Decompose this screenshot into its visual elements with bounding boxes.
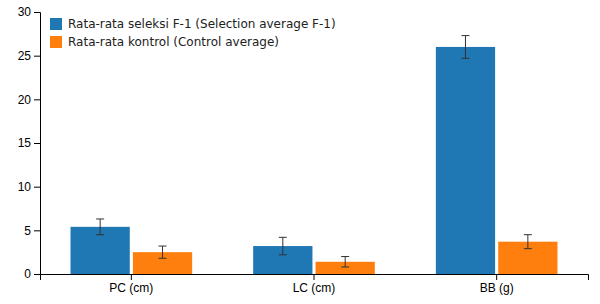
y-tick-mark	[34, 230, 40, 231]
y-tick-label: 0	[24, 267, 31, 281]
y-tick-label: 25	[18, 49, 32, 63]
y-tick-mark	[34, 99, 40, 100]
x-axis-line	[41, 275, 589, 281]
legend-swatch	[50, 18, 62, 30]
x-tick-mark	[314, 274, 315, 280]
error-bar	[159, 246, 167, 258]
y-tick-label: 15	[18, 136, 32, 150]
legend-label: Rata-rata seleksi F-1 (Selection average…	[68, 17, 336, 31]
y-tick-label: 10	[18, 180, 32, 194]
y-tick-label: 5	[24, 224, 31, 238]
y-axis-line	[34, 13, 41, 275]
error-bar	[279, 237, 287, 254]
x-tick-label: LC (cm)	[293, 281, 336, 295]
x-tick-label: BB (g)	[480, 281, 514, 295]
legend-swatch	[50, 36, 62, 48]
series	[71, 36, 496, 274]
y-tick: 15	[18, 136, 40, 150]
series	[133, 235, 558, 274]
y-tick-mark	[34, 12, 40, 13]
x-axis: PC (cm) LC (cm) BB (g)	[41, 274, 589, 295]
y-tick-mark	[34, 187, 40, 188]
y-tick-label: 20	[18, 93, 32, 107]
y-tick: 20	[18, 93, 40, 107]
x-tick-label: PC (cm)	[109, 281, 153, 295]
y-tick: 5	[24, 224, 40, 238]
legend: Rata-rata seleksi F-1 (Selection average…	[50, 17, 336, 49]
y-tick-mark	[34, 274, 40, 275]
error-bar	[96, 219, 104, 235]
plot: 0 5 10 15 20 25 30 PC (cm) LC (cm) BB (g) Rata-rat…	[18, 5, 589, 294]
y-tick-label: 30	[18, 5, 32, 19]
y-tick: 30	[18, 5, 40, 19]
y-tick: 25	[18, 49, 40, 63]
y-tick-mark	[34, 56, 40, 57]
y-tick: 0	[24, 267, 40, 281]
chart: 0 5 10 15 20 25 30 PC (cm) LC (cm) BB (g) Rata-rat…	[0, 0, 600, 304]
marks	[71, 36, 558, 274]
y-tick-mark	[34, 143, 40, 144]
x-tick: PC (cm)	[109, 274, 153, 295]
y-axis: 0 5 10 15 20 25 30	[18, 5, 41, 281]
error-bar	[461, 36, 469, 59]
x-tick-mark	[496, 274, 497, 280]
error-bar	[524, 235, 532, 249]
y-tick: 10	[18, 180, 40, 194]
x-tick: BB (g)	[480, 274, 514, 295]
error-bar	[341, 257, 349, 267]
bar	[436, 47, 495, 274]
legend-item: Rata-rata kontrol (Control average)	[50, 35, 279, 49]
legend-item: Rata-rata seleksi F-1 (Selection average…	[50, 17, 336, 31]
legend-label: Rata-rata kontrol (Control average)	[68, 35, 279, 49]
x-tick-mark	[131, 274, 132, 280]
x-tick: LC (cm)	[293, 274, 336, 295]
